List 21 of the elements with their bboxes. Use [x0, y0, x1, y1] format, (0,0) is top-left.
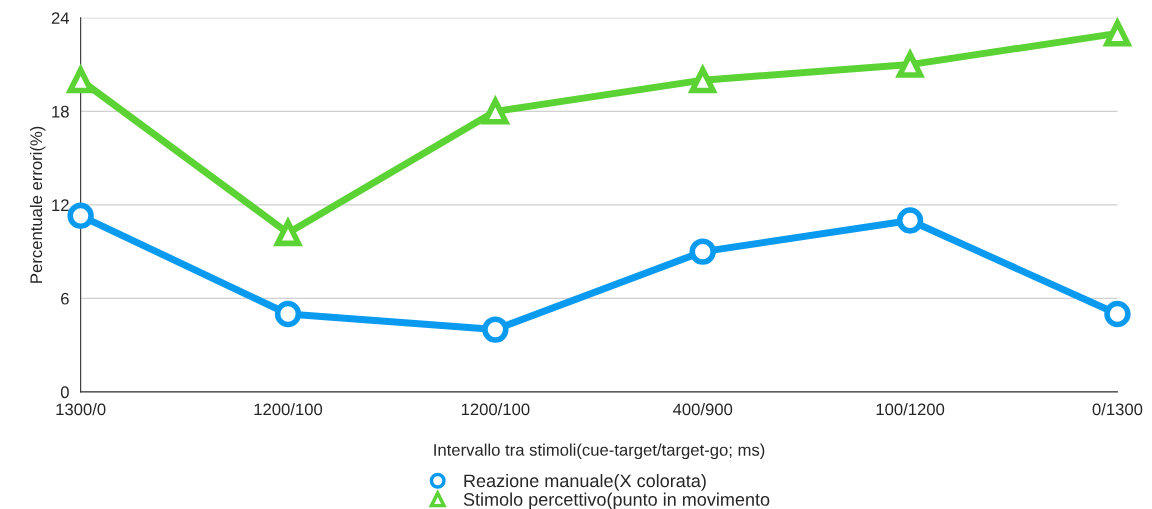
x-tick-label: 100/1200 [876, 403, 945, 416]
point [482, 316, 509, 343]
legend-label: Stimolo percettivo(punto in movimento [463, 492, 770, 509]
y-tick-label: 18 [52, 105, 69, 118]
point [274, 300, 302, 328]
y-axis-title: Percentuale errori(%) [29, 126, 46, 283]
point [1104, 300, 1131, 328]
y-tick-label: 12 [52, 199, 69, 211]
x-tick-label: 1300/0 [56, 403, 106, 416]
point [689, 238, 716, 265]
y-tick-label: 0 [60, 386, 69, 399]
point [67, 202, 94, 229]
x-tick-label: 400/900 [672, 403, 733, 416]
y-tick-label: 24 [51, 12, 70, 24]
point [896, 207, 924, 234]
y-tick-label: 6 [61, 292, 69, 305]
x-axis-title: Intervallo tra stimoli(cue-target/target-go; ms) [434, 443, 765, 460]
legend-label: Reazione manuale(X colorata) [464, 473, 706, 491]
x-tick-label: 1200/100 [254, 403, 323, 416]
x-tick-label: 1200/100 [461, 403, 530, 416]
x-tick-label: 0/1300 [1092, 403, 1143, 416]
